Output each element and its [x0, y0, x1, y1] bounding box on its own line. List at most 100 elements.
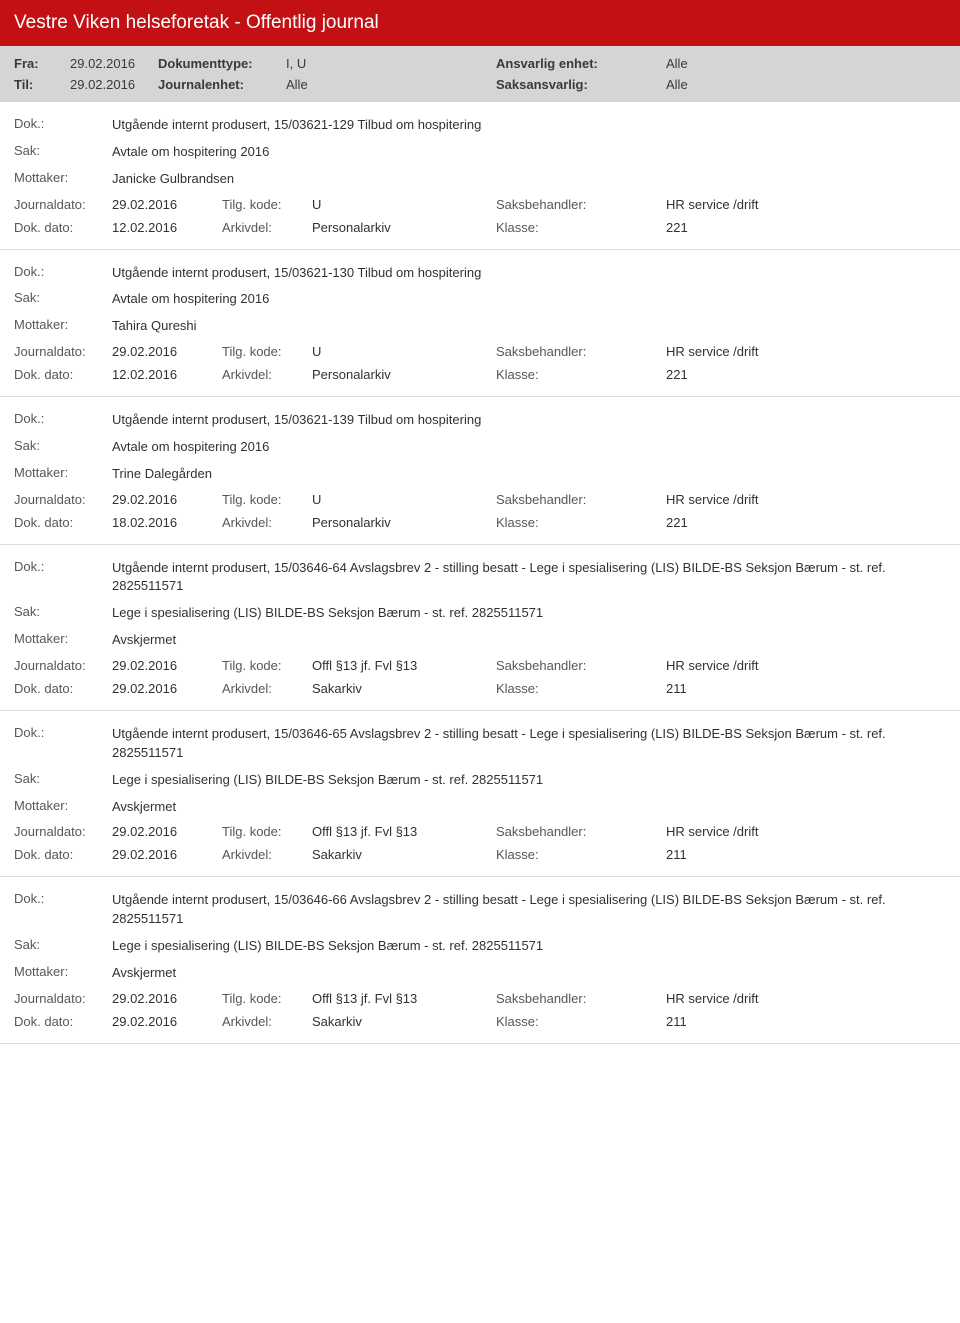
dok-value: Utgående internt produsert, 15/03621-129…	[112, 116, 481, 135]
saksbehandler-value: HR service /drift	[666, 658, 758, 673]
journaldato-value: 29.02.2016	[112, 658, 222, 673]
saksbehandler-label: Saksbehandler:	[496, 658, 666, 673]
dok-row: Dok.: Utgående internt produsert, 15/036…	[14, 559, 946, 597]
journaldato-value: 29.02.2016	[112, 344, 222, 359]
ansvarlig-enhet-label: Ansvarlig enhet:	[496, 56, 666, 71]
arkivdel-value: Personalarkiv	[312, 367, 496, 382]
sak-row: Sak: Avtale om hospitering 2016	[14, 143, 946, 162]
saksbehandler-value: HR service /drift	[666, 344, 758, 359]
dok-dato-value: 29.02.2016	[112, 847, 222, 862]
sak-label: Sak:	[14, 143, 112, 158]
saksbehandler-label: Saksbehandler:	[496, 824, 666, 839]
dok-label: Dok.:	[14, 411, 112, 426]
journaldato-label: Journaldato:	[14, 492, 112, 507]
saksansvarlig-label: Saksansvarlig:	[496, 77, 666, 92]
dok-row: Dok.: Utgående internt produsert, 15/036…	[14, 891, 946, 929]
mottaker-label: Mottaker:	[14, 465, 112, 480]
dok-label: Dok.:	[14, 725, 112, 740]
meta-row-2: Dok. dato: 29.02.2016 Arkivdel: Sakarkiv…	[14, 681, 946, 696]
mottaker-value: Avskjermet	[112, 631, 176, 650]
sak-row: Sak: Lege i spesialisering (LIS) BILDE-B…	[14, 604, 946, 623]
journaldato-label: Journaldato:	[14, 991, 112, 1006]
dok-dato-label: Dok. dato:	[14, 681, 112, 696]
arkivdel-label: Arkivdel:	[222, 367, 312, 382]
arkivdel-label: Arkivdel:	[222, 220, 312, 235]
journaldato-value: 29.02.2016	[112, 991, 222, 1006]
journaldato-label: Journaldato:	[14, 824, 112, 839]
arkivdel-label: Arkivdel:	[222, 681, 312, 696]
journaldato-value: 29.02.2016	[112, 824, 222, 839]
dok-label: Dok.:	[14, 264, 112, 279]
entries-container: Dok.: Utgående internt produsert, 15/036…	[0, 102, 960, 1044]
tilg-kode-label: Tilg. kode:	[222, 197, 312, 212]
dok-row: Dok.: Utgående internt produsert, 15/036…	[14, 116, 946, 135]
sak-label: Sak:	[14, 438, 112, 453]
journalenhet-value: Alle	[286, 77, 496, 92]
sak-value: Lege i spesialisering (LIS) BILDE-BS Sek…	[112, 604, 543, 623]
mottaker-label: Mottaker:	[14, 170, 112, 185]
journaldato-label: Journaldato:	[14, 344, 112, 359]
sak-row: Sak: Lege i spesialisering (LIS) BILDE-B…	[14, 937, 946, 956]
filter-bar: Fra: 29.02.2016 Dokumenttype: I, U Ansva…	[0, 46, 960, 102]
dokumenttype-value: I, U	[286, 56, 496, 71]
mottaker-value: Trine Dalegården	[112, 465, 212, 484]
journal-entry: Dok.: Utgående internt produsert, 15/036…	[0, 250, 960, 398]
meta-row-1: Journaldato: 29.02.2016 Tilg. kode: U Sa…	[14, 197, 946, 212]
ansvarlig-enhet-value: Alle	[666, 56, 688, 71]
mottaker-value: Janicke Gulbrandsen	[112, 170, 234, 189]
dok-row: Dok.: Utgående internt produsert, 15/036…	[14, 264, 946, 283]
klasse-label: Klasse:	[496, 681, 666, 696]
sak-label: Sak:	[14, 771, 112, 786]
sak-value: Lege i spesialisering (LIS) BILDE-BS Sek…	[112, 771, 543, 790]
dok-row: Dok.: Utgående internt produsert, 15/036…	[14, 411, 946, 430]
sak-value: Avtale om hospitering 2016	[112, 143, 269, 162]
journal-entry: Dok.: Utgående internt produsert, 15/036…	[0, 545, 960, 711]
mottaker-value: Avskjermet	[112, 798, 176, 817]
tilg-kode-value: U	[312, 197, 496, 212]
dok-dato-value: 29.02.2016	[112, 681, 222, 696]
dok-dato-label: Dok. dato:	[14, 1014, 112, 1029]
arkivdel-value: Personalarkiv	[312, 220, 496, 235]
tilg-kode-label: Tilg. kode:	[222, 658, 312, 673]
page-title: Vestre Viken helseforetak - Offentlig jo…	[14, 12, 379, 33]
sak-value: Lege i spesialisering (LIS) BILDE-BS Sek…	[112, 937, 543, 956]
sak-value: Avtale om hospitering 2016	[112, 438, 269, 457]
sak-label: Sak:	[14, 604, 112, 619]
tilg-kode-value: Offl §13 jf. Fvl §13	[312, 991, 496, 1006]
dokumenttype-label: Dokumenttype:	[158, 56, 286, 71]
meta-row-2: Dok. dato: 12.02.2016 Arkivdel: Personal…	[14, 367, 946, 382]
saksbehandler-label: Saksbehandler:	[496, 197, 666, 212]
meta-row-1: Journaldato: 29.02.2016 Tilg. kode: U Sa…	[14, 492, 946, 507]
klasse-value: 211	[666, 847, 687, 862]
dok-dato-label: Dok. dato:	[14, 220, 112, 235]
sak-label: Sak:	[14, 290, 112, 305]
mottaker-row: Mottaker: Avskjermet	[14, 798, 946, 817]
arkivdel-label: Arkivdel:	[222, 847, 312, 862]
meta-row-1: Journaldato: 29.02.2016 Tilg. kode: Offl…	[14, 658, 946, 673]
arkivdel-value: Sakarkiv	[312, 1014, 496, 1029]
saksbehandler-value: HR service /drift	[666, 991, 758, 1006]
mottaker-value: Avskjermet	[112, 964, 176, 983]
saksbehandler-label: Saksbehandler:	[496, 991, 666, 1006]
journaldato-label: Journaldato:	[14, 658, 112, 673]
klasse-label: Klasse:	[496, 515, 666, 530]
saksbehandler-value: HR service /drift	[666, 824, 758, 839]
klasse-label: Klasse:	[496, 367, 666, 382]
klasse-label: Klasse:	[496, 1014, 666, 1029]
arkivdel-value: Sakarkiv	[312, 847, 496, 862]
klasse-value: 221	[666, 367, 688, 382]
dok-label: Dok.:	[14, 559, 112, 574]
dok-dato-label: Dok. dato:	[14, 367, 112, 382]
meta-row-2: Dok. dato: 12.02.2016 Arkivdel: Personal…	[14, 220, 946, 235]
klasse-value: 221	[666, 515, 688, 530]
mottaker-row: Mottaker: Avskjermet	[14, 964, 946, 983]
saksbehandler-label: Saksbehandler:	[496, 492, 666, 507]
meta-row-2: Dok. dato: 29.02.2016 Arkivdel: Sakarkiv…	[14, 1014, 946, 1029]
journal-entry: Dok.: Utgående internt produsert, 15/036…	[0, 877, 960, 1043]
mottaker-value: Tahira Qureshi	[112, 317, 197, 336]
journal-entry: Dok.: Utgående internt produsert, 15/036…	[0, 102, 960, 250]
dok-dato-value: 18.02.2016	[112, 515, 222, 530]
fra-value: 29.02.2016	[70, 56, 158, 71]
sak-row: Sak: Lege i spesialisering (LIS) BILDE-B…	[14, 771, 946, 790]
mottaker-label: Mottaker:	[14, 964, 112, 979]
